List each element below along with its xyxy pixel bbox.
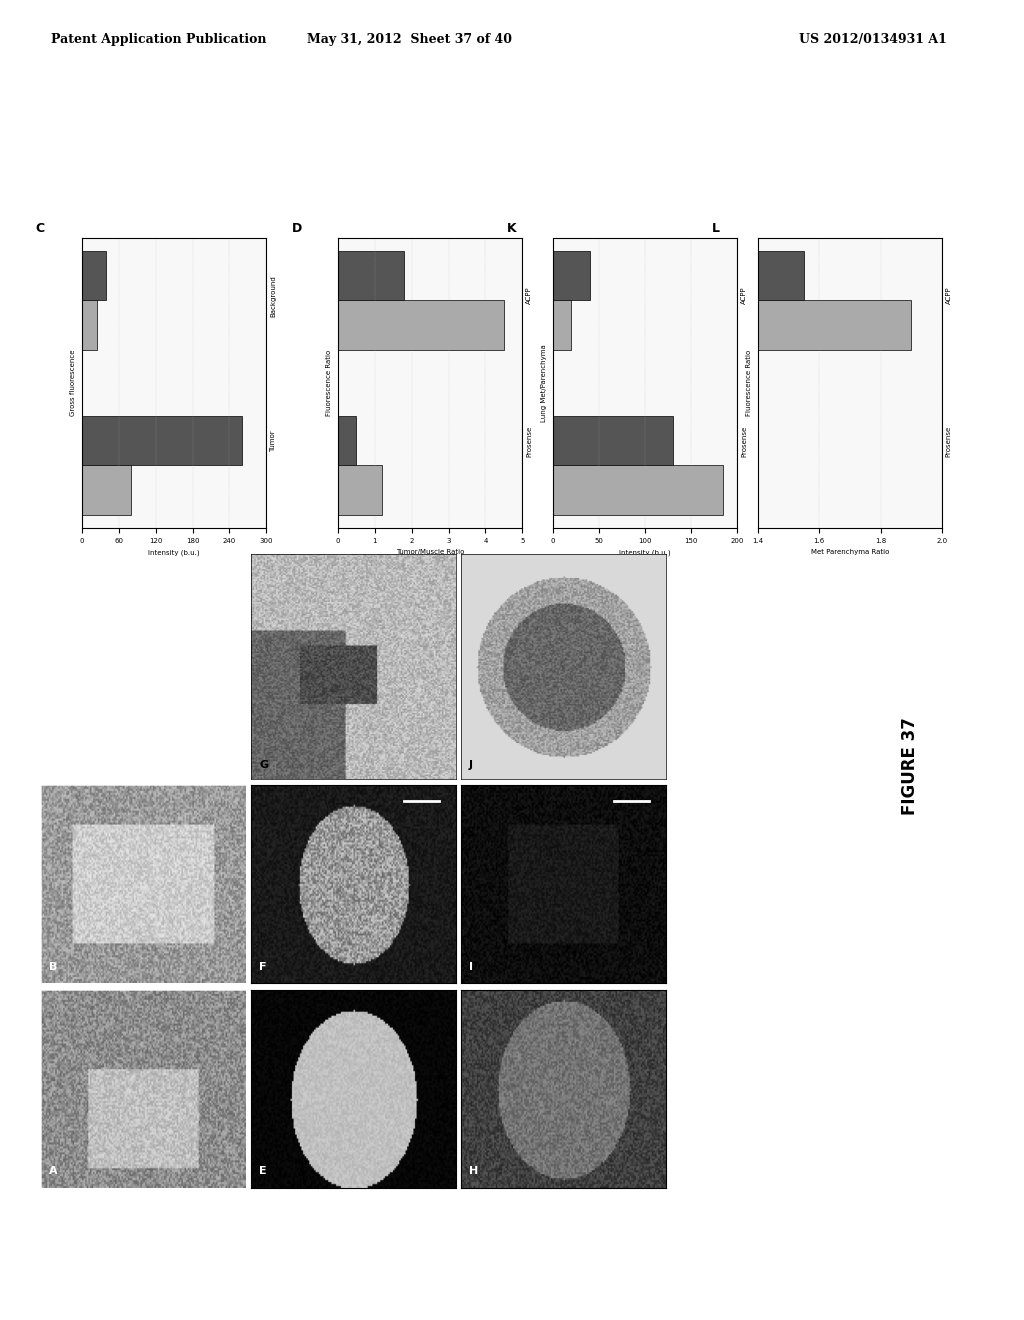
Text: FIGURE 37: FIGURE 37 (901, 717, 920, 814)
Bar (553, 416, 673, 466)
Bar (328, 416, 358, 466)
Bar (553, 251, 590, 301)
Y-axis label: Fluorescence Ratio: Fluorescence Ratio (327, 350, 333, 416)
Text: US 2012/0134931 A1: US 2012/0134931 A1 (799, 33, 946, 46)
Y-axis label: Gross fluorescence: Gross fluorescence (71, 350, 77, 416)
Bar (338, 416, 356, 466)
Text: I: I (469, 961, 473, 972)
Bar (82, 416, 242, 466)
Bar (338, 301, 504, 350)
Text: Background: Background (270, 275, 275, 317)
Bar (553, 301, 571, 350)
Bar (82, 251, 106, 301)
Text: Prosense: Prosense (526, 425, 531, 457)
X-axis label: Met Parenchyma Ratio: Met Parenchyma Ratio (811, 549, 889, 556)
X-axis label: Tumor/Muscle Ratio: Tumor/Muscle Ratio (396, 549, 464, 556)
Text: G: G (259, 760, 268, 770)
Text: ACPP: ACPP (741, 286, 746, 305)
X-axis label: Intensity (b.u.): Intensity (b.u.) (620, 549, 671, 556)
Bar (82, 466, 131, 515)
Text: E: E (259, 1166, 266, 1176)
Text: D: D (292, 222, 302, 235)
Text: B: B (49, 961, 57, 972)
Y-axis label: Fluorescence Ratio: Fluorescence Ratio (746, 350, 753, 416)
Text: J: J (469, 760, 473, 770)
Text: A: A (49, 1166, 57, 1176)
Text: Patent Application Publication: Patent Application Publication (51, 33, 266, 46)
Text: L: L (712, 222, 720, 235)
Bar (82, 301, 97, 350)
Bar (338, 466, 382, 515)
Bar (328, 251, 804, 301)
Bar (338, 251, 404, 301)
Text: C: C (36, 222, 45, 235)
Text: H: H (469, 1166, 478, 1176)
Bar (328, 301, 911, 350)
X-axis label: Intensity (b.u.): Intensity (b.u.) (148, 549, 200, 556)
Text: Prosense: Prosense (741, 425, 746, 457)
Text: May 31, 2012  Sheet 37 of 40: May 31, 2012 Sheet 37 of 40 (307, 33, 512, 46)
Text: Prosense: Prosense (946, 425, 951, 457)
Text: ACPP: ACPP (526, 286, 531, 305)
Bar (328, 466, 358, 515)
Text: Tumor: Tumor (270, 430, 275, 451)
Y-axis label: Lung Met/Parenchyma: Lung Met/Parenchyma (542, 345, 548, 421)
Bar (553, 466, 723, 515)
Text: F: F (259, 961, 266, 972)
Text: ACPP: ACPP (946, 286, 951, 305)
Text: K: K (507, 222, 516, 235)
